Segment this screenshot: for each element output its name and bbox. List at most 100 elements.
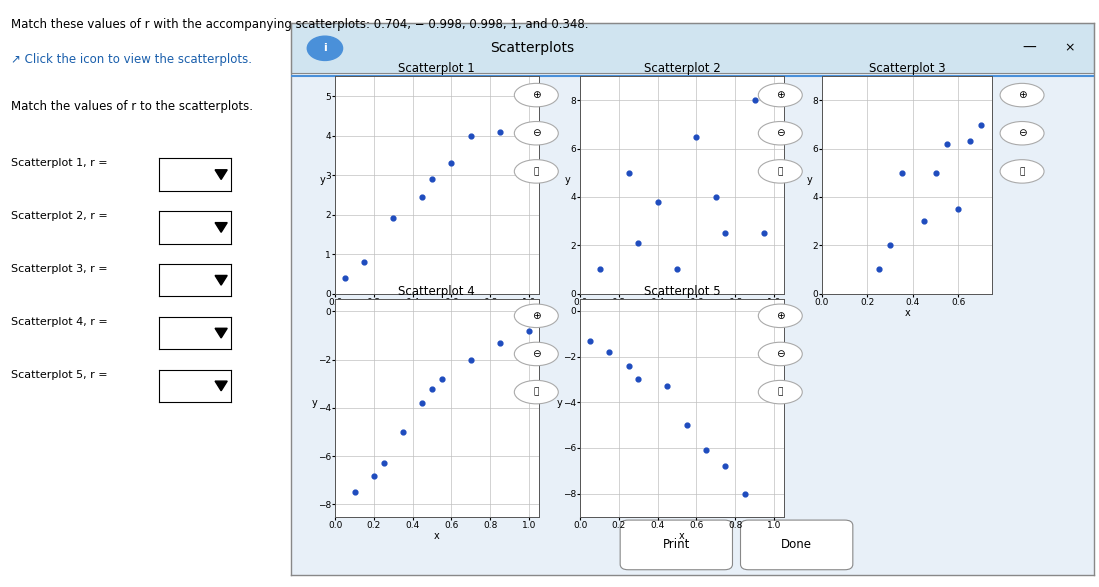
Y-axis label: y: y (807, 175, 812, 185)
Text: Match the values of r to the scatterplots.: Match the values of r to the scatterplot… (11, 100, 253, 113)
Point (365, 471, 382, 480)
X-axis label: x: x (679, 531, 685, 541)
Text: ⊖: ⊖ (776, 128, 785, 139)
Polygon shape (215, 328, 227, 338)
Text: ⊕: ⊕ (532, 311, 541, 321)
Polygon shape (215, 275, 227, 285)
Point (520, 326, 537, 335)
Text: Scatterplots: Scatterplots (490, 41, 574, 55)
Y-axis label: y: y (320, 175, 325, 185)
Point (443, 158, 460, 168)
Point (520, 92, 537, 101)
Text: Print: Print (663, 538, 690, 551)
Text: ⊕: ⊕ (532, 90, 541, 100)
Point (491, 127, 509, 136)
Text: —: — (1022, 41, 1036, 55)
Title: Scatterplot 2: Scatterplot 2 (644, 62, 720, 75)
Text: Scatterplot 4, r =: Scatterplot 4, r = (11, 317, 108, 327)
Point (433, 375, 451, 384)
Point (413, 192, 431, 201)
Text: ⧉: ⧉ (1020, 167, 1024, 176)
Title: Scatterplot 3: Scatterplot 3 (869, 62, 945, 75)
Point (870, 265, 888, 274)
Point (462, 355, 479, 365)
Text: Scatterplot 2, r =: Scatterplot 2, r = (11, 211, 108, 221)
Point (736, 489, 754, 498)
Point (375, 459, 392, 468)
Point (591, 265, 609, 274)
Point (630, 375, 647, 384)
Title: Scatterplot 4: Scatterplot 4 (399, 285, 475, 298)
Point (688, 132, 706, 141)
Point (648, 197, 666, 207)
Point (717, 228, 734, 238)
Text: Scatterplot 1, r =: Scatterplot 1, r = (11, 158, 108, 168)
Point (973, 120, 990, 129)
Text: ⧉: ⧉ (534, 387, 539, 397)
Point (581, 336, 599, 345)
Circle shape (308, 36, 343, 60)
Polygon shape (215, 381, 227, 391)
Text: ⊖: ⊖ (776, 349, 785, 359)
Point (939, 139, 956, 149)
Text: ⊕: ⊕ (776, 90, 785, 100)
Text: ⧉: ⧉ (778, 387, 782, 397)
Point (423, 174, 441, 184)
FancyBboxPatch shape (620, 520, 732, 570)
Point (630, 238, 647, 248)
Point (717, 461, 734, 471)
Point (336, 273, 354, 282)
Y-axis label: y: y (312, 398, 318, 408)
Point (961, 137, 978, 146)
Text: i: i (323, 43, 326, 53)
Text: ⧉: ⧉ (778, 167, 782, 176)
Point (620, 361, 637, 370)
Polygon shape (215, 222, 227, 232)
X-axis label: x: x (434, 531, 440, 541)
X-axis label: x: x (904, 308, 910, 318)
Point (385, 214, 402, 223)
Y-axis label: y: y (557, 398, 563, 408)
FancyBboxPatch shape (741, 520, 853, 570)
Text: ⊖: ⊖ (1018, 128, 1026, 139)
Point (600, 348, 618, 357)
Point (746, 96, 764, 105)
Y-axis label: y: y (565, 175, 570, 185)
FancyBboxPatch shape (291, 23, 1094, 73)
Text: ⊖: ⊖ (532, 349, 541, 359)
Text: ⊕: ⊕ (776, 311, 785, 321)
Title: Scatterplot 1: Scatterplot 1 (399, 62, 475, 75)
Point (423, 384, 441, 393)
Point (620, 168, 637, 177)
Point (926, 168, 944, 177)
Point (658, 382, 676, 391)
Point (462, 131, 479, 140)
Point (915, 217, 933, 226)
Point (491, 338, 509, 348)
Text: Scatterplot 3, r =: Scatterplot 3, r = (11, 264, 108, 274)
Point (395, 427, 412, 437)
Point (755, 228, 773, 238)
Text: Done: Done (781, 538, 812, 551)
Text: ↗ Click the icon to view the scatterplots.: ↗ Click the icon to view the scatterplot… (11, 53, 252, 66)
Text: ⊖: ⊖ (532, 128, 541, 139)
Point (892, 168, 910, 177)
Point (678, 420, 696, 430)
Point (707, 193, 724, 202)
Point (668, 265, 686, 274)
Text: ⧉: ⧉ (534, 167, 539, 176)
Polygon shape (215, 170, 227, 180)
Point (698, 446, 715, 455)
X-axis label: x: x (434, 308, 440, 318)
Title: Scatterplot 5: Scatterplot 5 (644, 285, 720, 298)
Point (950, 204, 967, 214)
Point (881, 241, 899, 250)
Point (413, 399, 431, 408)
Point (355, 257, 373, 266)
Text: ×: × (1064, 42, 1075, 55)
X-axis label: x: x (679, 308, 685, 318)
Text: ⊕: ⊕ (1018, 90, 1026, 100)
Text: Scatterplot 5, r =: Scatterplot 5, r = (11, 370, 108, 380)
Point (346, 488, 364, 497)
Text: Match these values of r with the accompanying scatterplots: 0.704, − 0.998, 0.99: Match these values of r with the accompa… (11, 18, 588, 31)
